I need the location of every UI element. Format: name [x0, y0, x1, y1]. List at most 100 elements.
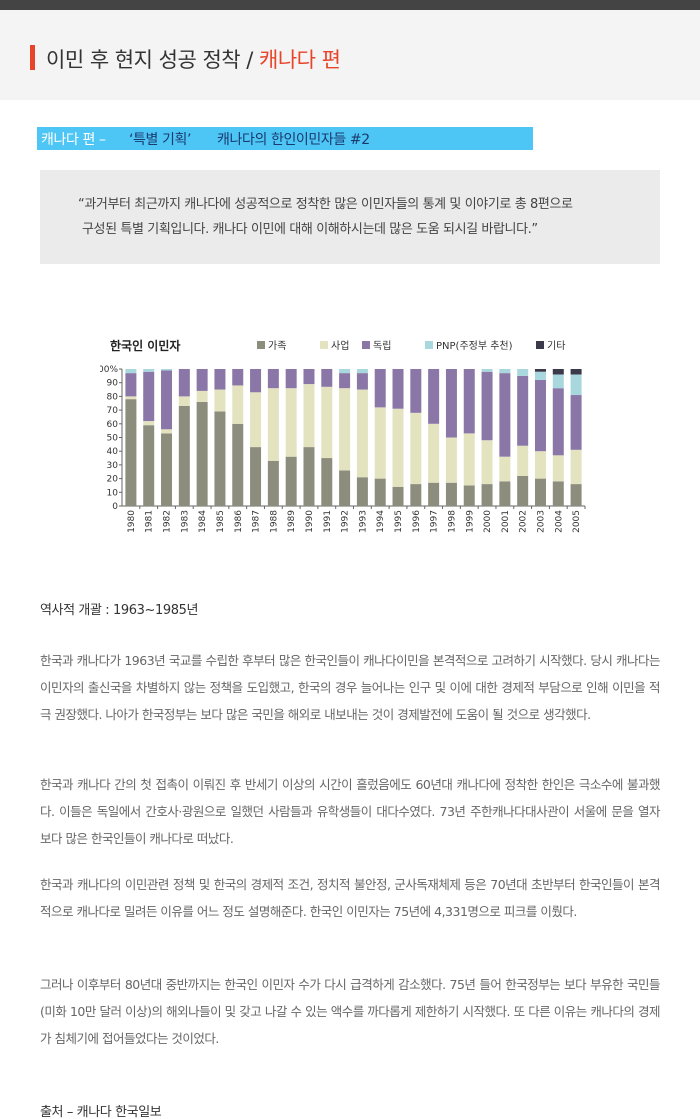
- page-title-highlight: 캐나다 편: [259, 48, 341, 72]
- bar-1991-0: [321, 458, 333, 506]
- bar-2002-3: [517, 369, 529, 376]
- paragraph-2: 한국과 캐나다 간의 첫 접촉이 이뤄진 후 반세기 이상의 시간이 흘렀음에도…: [40, 777, 661, 846]
- bar-1989-0: [285, 456, 297, 506]
- bar-1986-0: [232, 423, 244, 506]
- bar-1997-0: [428, 482, 440, 506]
- y-tick-label-8: 80: [107, 392, 119, 402]
- bar-1999-2: [463, 369, 475, 434]
- bar-1994-2: [374, 369, 386, 408]
- y-tick-label-6: 60: [107, 420, 119, 430]
- x-tick-label-2002: 2002: [519, 510, 529, 533]
- bar-1992-2: [339, 373, 351, 389]
- bar-1990-1: [303, 384, 315, 448]
- page-title-main: 이민 후 현지 성공 정착 /: [46, 48, 260, 72]
- x-tick-label-1996: 1996: [412, 510, 422, 533]
- bar-1997-1: [428, 423, 440, 483]
- bar-1980-0: [125, 399, 137, 506]
- x-tick-label-1988: 1988: [269, 510, 279, 533]
- bar-1999-1: [463, 433, 475, 486]
- x-tick-label-1984: 1984: [198, 510, 208, 533]
- section-title: 역사적 개괄 : 1963~1985년: [40, 603, 198, 618]
- page-header: 이민 후 현지 성공 정착 / 캐나다 편: [0, 10, 700, 100]
- bar-1983-2: [178, 369, 190, 397]
- x-tick-label-1992: 1992: [341, 510, 351, 533]
- bar-2002-2: [517, 375, 529, 446]
- bar-1992-0: [339, 470, 351, 506]
- bar-1998-1: [445, 437, 457, 483]
- bar-1995-1: [392, 408, 404, 487]
- bar-1981-2: [143, 371, 155, 422]
- x-tick-label-1994: 1994: [376, 510, 386, 533]
- section-banner: 캐나다 편 – ‘특별 기획’ 캐나다의 한인이민자들 #2: [37, 127, 533, 150]
- bar-2001-3: [499, 369, 511, 374]
- bar-1986-2: [232, 369, 244, 386]
- bar-2004-4: [552, 369, 564, 375]
- bar-1994-0: [374, 478, 386, 506]
- x-tick-label-1986: 1986: [234, 510, 244, 533]
- bar-1982-2: [161, 370, 173, 430]
- x-tick-label-1983: 1983: [180, 510, 190, 533]
- top-bar: [0, 0, 700, 10]
- bar-1983-0: [178, 405, 190, 506]
- x-tick-label-2000: 2000: [483, 510, 493, 533]
- bar-1988-0: [267, 460, 279, 506]
- intro-quote-box: “과거부터 최근까지 캐나다에 성공적으로 정착한 많은 이민자들의 통계 및 …: [40, 170, 660, 264]
- x-tick-label-1993: 1993: [358, 510, 368, 533]
- x-tick-label-1990: 1990: [305, 510, 315, 533]
- y-tick-label-3: 30: [107, 461, 119, 471]
- bar-1997-2: [428, 369, 440, 424]
- bar-1982-3: [161, 369, 173, 371]
- bar-2001-1: [499, 456, 511, 482]
- bar-1993-1: [356, 389, 368, 478]
- bar-1991-2: [321, 369, 333, 387]
- bar-1981-1: [143, 421, 155, 426]
- bar-1988-1: [267, 388, 279, 461]
- x-tick-label-1982: 1982: [163, 510, 173, 533]
- bar-1989-1: [285, 388, 297, 457]
- title-accent-bar: [30, 45, 35, 70]
- bar-2005-1: [570, 449, 582, 485]
- x-tick-label-2005: 2005: [572, 510, 582, 533]
- y-tick-label-1: 10: [107, 488, 119, 498]
- bar-1992-1: [339, 388, 351, 471]
- bar-1988-2: [267, 369, 279, 389]
- bar-1987-2: [250, 369, 262, 393]
- x-tick-label-1989: 1989: [287, 510, 297, 533]
- paragraph-3: 한국과 캐나다의 이민관련 정책 및 한국의 경제적 조건, 정치적 불안정, …: [40, 877, 661, 919]
- bar-1985-0: [214, 411, 226, 506]
- bar-2003-4: [534, 369, 546, 372]
- y-tick-label-10: 100%: [100, 365, 118, 375]
- bar-2004-3: [552, 374, 564, 389]
- x-tick-label-1981: 1981: [145, 510, 155, 533]
- bar-1995-2: [392, 369, 404, 409]
- bar-2000-3: [481, 369, 493, 372]
- bar-1980-1: [125, 396, 137, 400]
- bar-1982-0: [161, 433, 173, 506]
- banner-part2: ‘특별 기획’: [129, 132, 192, 148]
- legend-label-3: PNP(주정부 추천): [436, 340, 513, 352]
- bar-2003-2: [534, 379, 546, 452]
- bar-1993-2: [356, 373, 368, 390]
- bar-1983-1: [178, 396, 190, 406]
- bar-1981-3: [143, 369, 155, 372]
- bar-2003-3: [534, 371, 546, 380]
- bar-2001-2: [499, 373, 511, 457]
- legend-label-2: 독립: [373, 339, 391, 352]
- bar-2003-1: [534, 451, 546, 479]
- y-tick-label-2: 20: [107, 475, 119, 485]
- bar-2005-0: [570, 484, 582, 506]
- x-tick-label-1991: 1991: [323, 510, 333, 533]
- legend-label-4: 기타: [547, 340, 565, 352]
- bar-2001-0: [499, 481, 511, 506]
- bar-2004-1: [552, 455, 564, 482]
- x-tick-label-1997: 1997: [430, 510, 440, 533]
- chart-title: 한국인 이민자: [110, 338, 180, 353]
- y-tick-label-5: 50: [107, 434, 119, 444]
- x-tick-label-1999: 1999: [465, 510, 475, 533]
- x-tick-label-1985: 1985: [216, 510, 226, 533]
- legend-label-1: 사업: [331, 339, 349, 352]
- y-tick-label-4: 40: [107, 447, 119, 457]
- bar-2004-0: [552, 481, 564, 506]
- bar-2002-0: [517, 475, 529, 506]
- y-tick-label-7: 70: [107, 406, 119, 416]
